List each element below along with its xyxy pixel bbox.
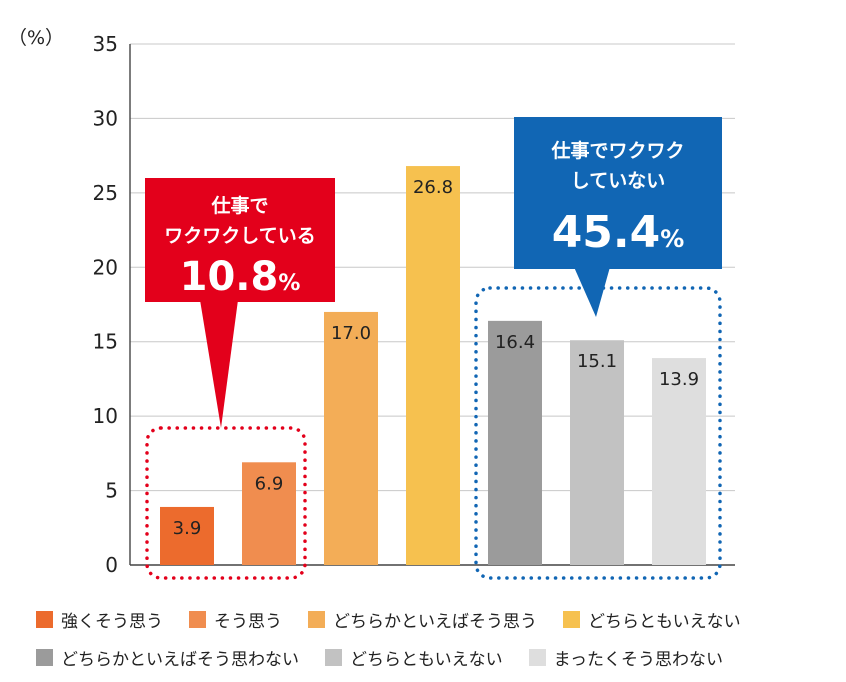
group-outlines: [145, 286, 722, 580]
legend-row: 強くそう思う そう思う どちらかといえばそう思う どちらともいえない: [36, 606, 836, 632]
bar: [652, 358, 706, 565]
callout-box: [514, 117, 722, 269]
bar-value-label: 17.0: [331, 323, 371, 344]
bar-value-label: 3.9: [173, 518, 202, 539]
bar: [406, 166, 460, 565]
bar-value-label: 6.9: [255, 473, 284, 494]
callout-value-unit: %: [278, 271, 300, 296]
legend-swatch: [325, 648, 342, 666]
legend-swatch: [189, 610, 206, 628]
legend-item: どちらともいえない: [563, 607, 741, 632]
legend: 強くそう思う そう思う どちらかといえばそう思う どちらともいえない どちらかと…: [36, 606, 836, 682]
callout-text: ワクワクしている: [164, 225, 315, 247]
callout-value: 45.4%: [552, 207, 685, 258]
y-tick-label: 25: [93, 181, 118, 205]
y-tick-label: 20: [93, 255, 118, 279]
legend-label: どちらともいえない: [588, 611, 741, 632]
y-tick-label: 15: [93, 330, 118, 354]
bar: [242, 462, 296, 565]
legend-label: まったくそう思わない: [553, 649, 723, 670]
legend-swatch: [36, 610, 53, 628]
legend-label: 強くそう思う: [61, 611, 163, 632]
y-tick-label: 30: [93, 106, 118, 130]
legend-swatch: [36, 648, 53, 666]
legend-label: どちらともいえない: [350, 649, 503, 670]
callout-pointer: [200, 300, 238, 428]
legend-item: どちらかといえばそう思わない: [36, 645, 299, 670]
bar: [324, 311, 378, 565]
legend-item: どちらかといえばそう思う: [308, 607, 537, 632]
callout-text: していない: [571, 170, 665, 192]
bars: 3.9 6.9 17.0 26.8 16.4 15.1 13.9: [160, 166, 706, 565]
bar-value-label: 13.9: [659, 369, 699, 390]
callout-pointer: [574, 267, 610, 317]
y-tick-label: 5: [105, 479, 118, 503]
bar-value-label: 26.8: [413, 177, 453, 198]
y-tick-label: 35: [93, 32, 118, 56]
callout-text: 仕事で: [210, 194, 268, 217]
legend-swatch: [563, 610, 580, 628]
group-outline-positive: [145, 426, 307, 580]
legend-item: どちらともいえない: [325, 645, 503, 670]
bar-value-label: 15.1: [577, 351, 617, 372]
callout-value-number: 10.8: [180, 254, 279, 300]
legend-item: そう思う: [189, 607, 282, 632]
y-tick-label: 10: [93, 404, 118, 428]
bar: [488, 320, 542, 565]
legend-label: どちらかといえばそう思う: [333, 611, 537, 632]
callout-text: 仕事でワクワク: [550, 139, 684, 162]
y-axis-unit-label: （%）: [8, 27, 64, 49]
group-outline-negative: [474, 286, 722, 580]
callout-box: [145, 178, 335, 302]
legend-swatch: [528, 648, 546, 666]
callout-value: 10.8%: [180, 254, 301, 300]
callout-value-number: 45.4: [552, 207, 661, 258]
legend-label: そう思う: [214, 611, 282, 632]
legend-item: 強くそう思う: [36, 607, 163, 632]
bar-chart: 0 5 10 15 20 25 30 35 （%） 3.9 6.9 17.0 26.8 16.4 15.…: [8, 27, 735, 580]
legend-item: まったくそう思わない: [528, 645, 723, 670]
callout-value-unit: %: [660, 225, 684, 253]
y-tick-label: 0: [105, 553, 118, 577]
legend-row: どちらかといえばそう思わない どちらともいえない まったくそう思わない: [36, 644, 836, 670]
bar: [570, 340, 624, 565]
y-axis: 0 5 10 15 20 25 30 35: [93, 32, 131, 577]
bar-value-label: 16.4: [495, 332, 535, 353]
legend-label: どちらかといえばそう思わない: [61, 649, 299, 670]
legend-swatch: [308, 610, 325, 628]
bar: [160, 506, 214, 565]
